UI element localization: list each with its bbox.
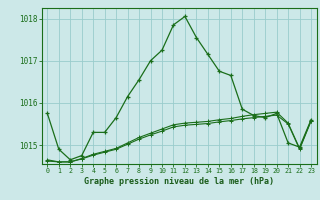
- X-axis label: Graphe pression niveau de la mer (hPa): Graphe pression niveau de la mer (hPa): [84, 177, 274, 186]
